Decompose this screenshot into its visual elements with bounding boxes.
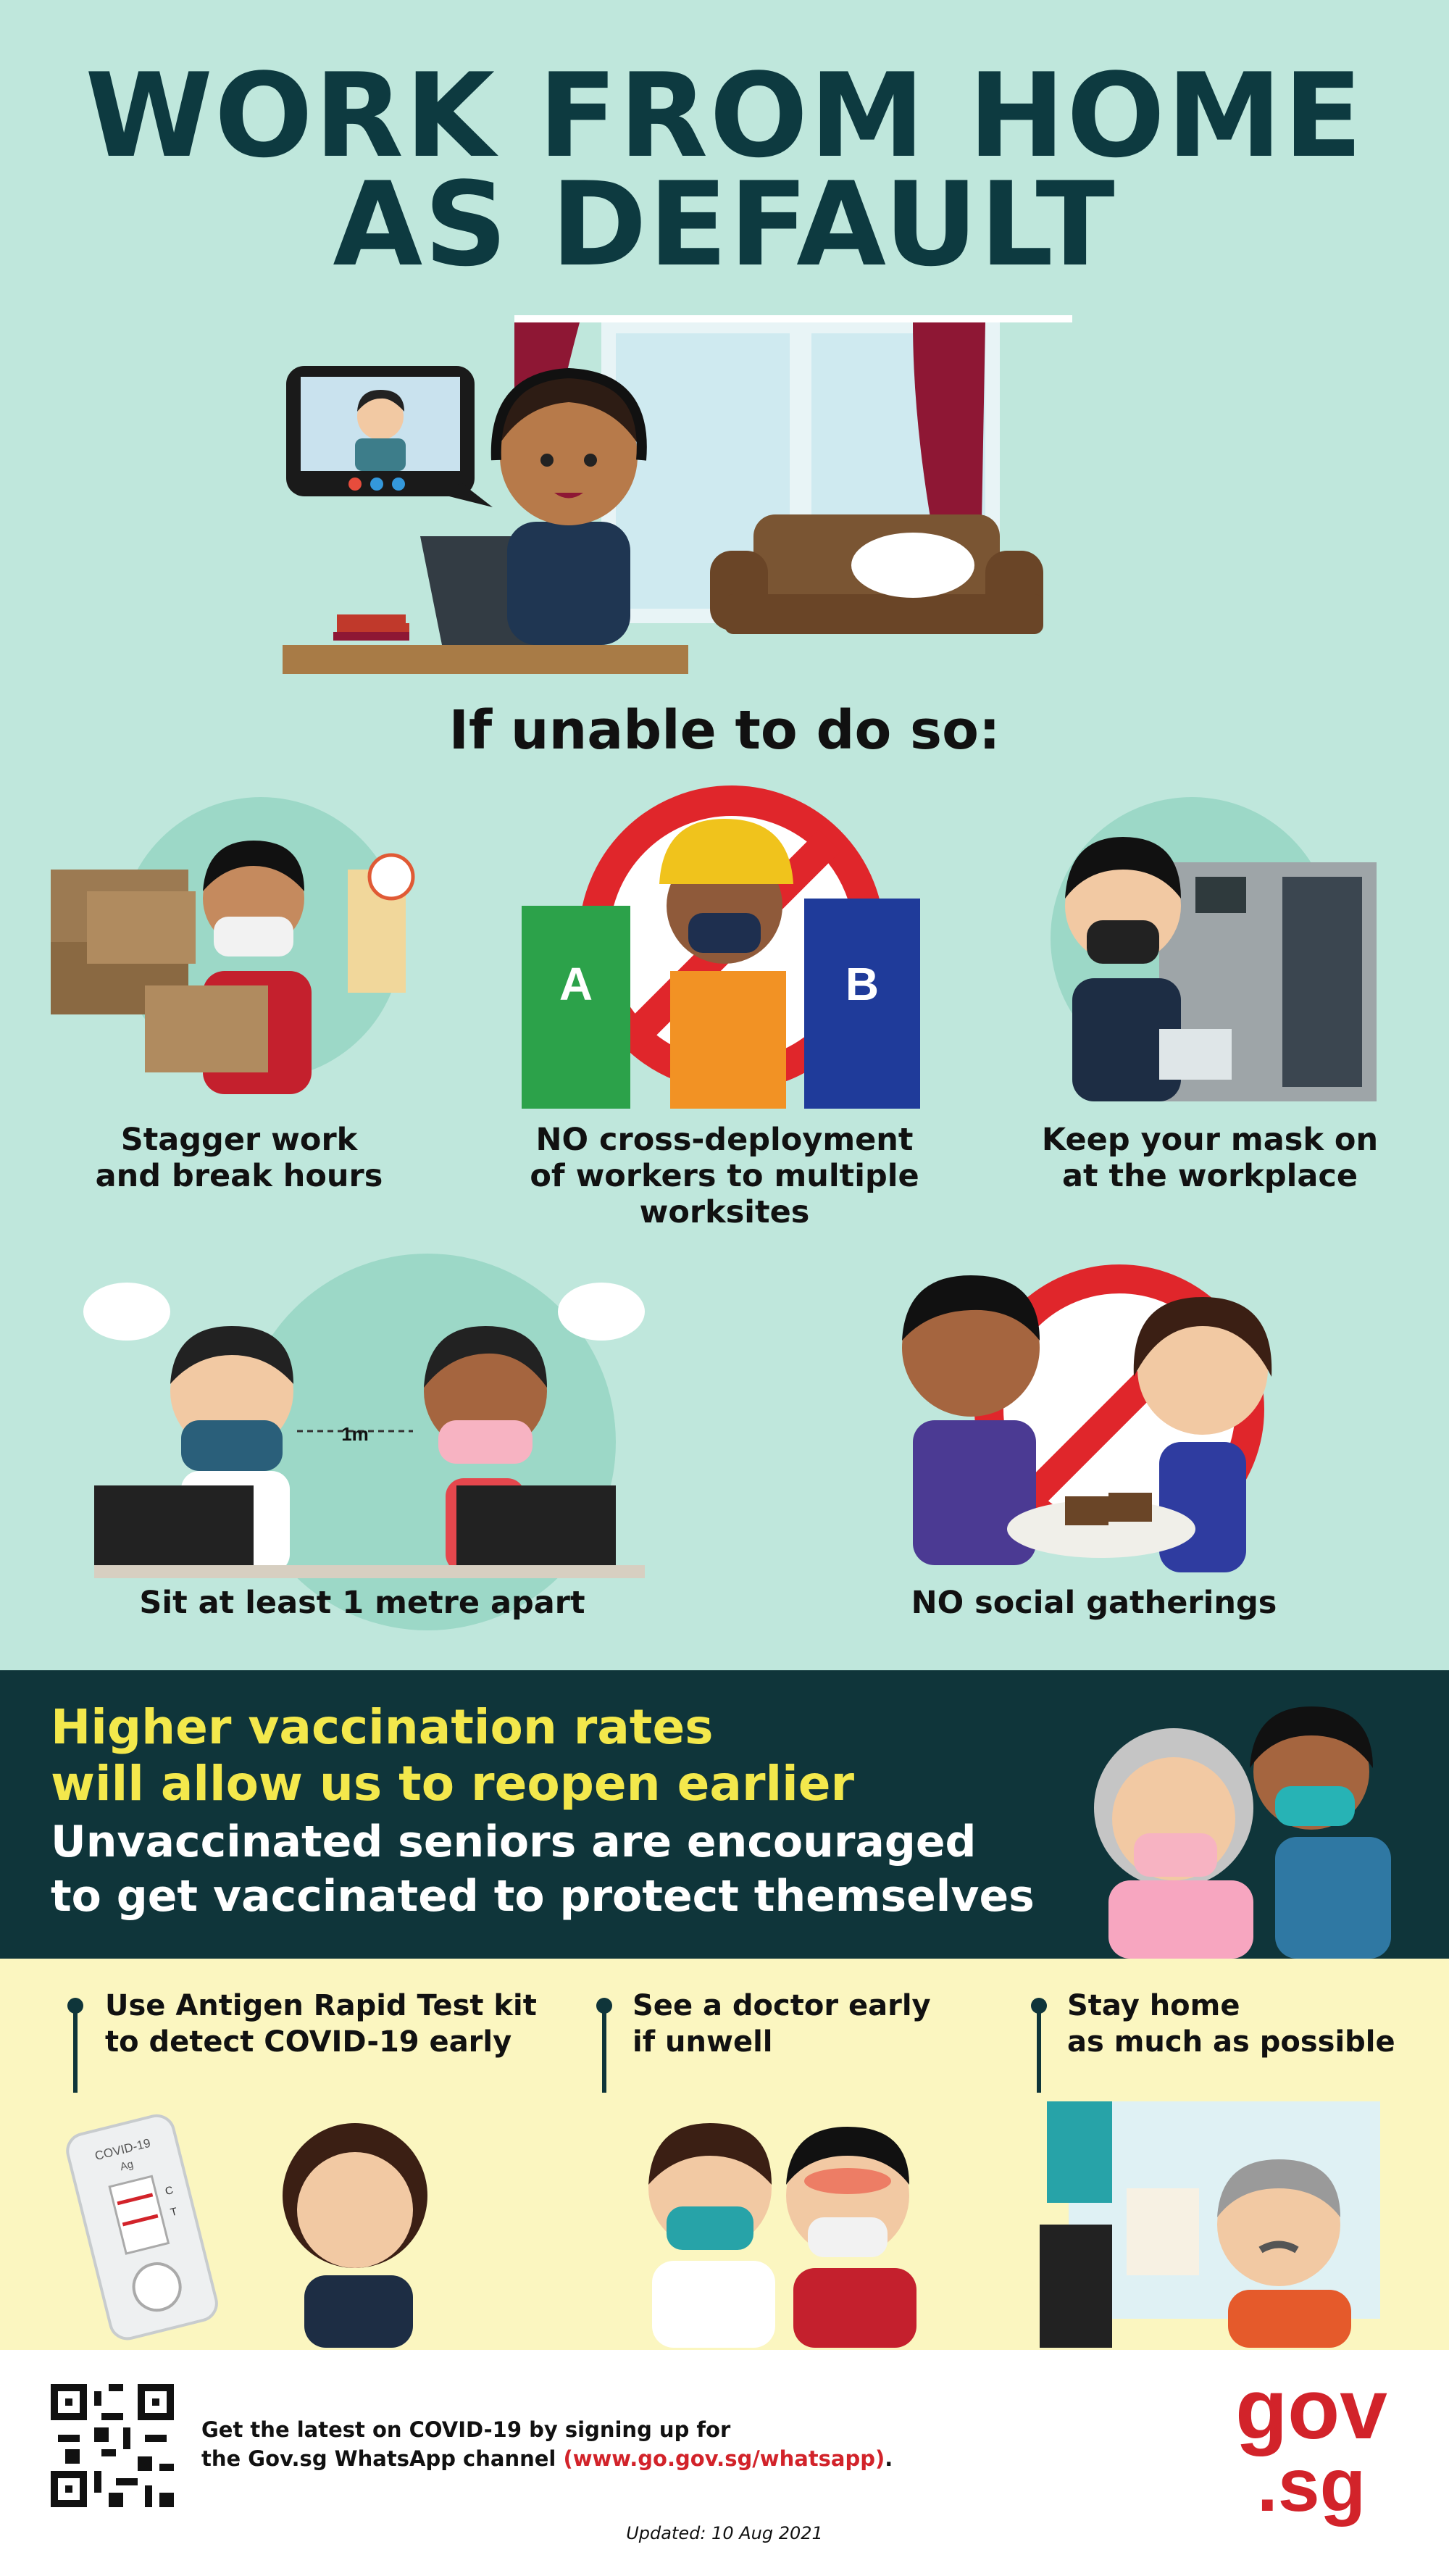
measure-caption: Keep your mask on at the workplace	[1007, 1122, 1413, 1194]
keep-mask-illustration	[1065, 837, 1377, 1101]
see-doctor-illustration	[648, 2123, 916, 2348]
whatsapp-link[interactable]: (www.go.gov.sg/whatsapp)	[563, 2446, 885, 2471]
tip-line: Use Antigen Rapid Test kit	[105, 1989, 537, 2022]
caption-line: at the workplace	[1061, 1158, 1358, 1194]
building-a	[522, 906, 630, 1109]
page-title-line1: WORK FROM HOME	[85, 48, 1364, 183]
senior-man	[1217, 2163, 1340, 2286]
caption-line: and break hours	[95, 1158, 383, 1194]
laptop-icon	[456, 1485, 616, 1572]
footer-line2-suffix: .	[885, 2446, 893, 2471]
distance-label: 1m	[341, 1423, 369, 1445]
headset-icon	[490, 367, 647, 461]
measure-caption: Stagger work and break hours	[43, 1122, 435, 1194]
tip-line: as much as possible	[1067, 2025, 1395, 2059]
test-kit-icon: COVID-19 Ag C T	[66, 2114, 218, 2341]
measure-caption: NO cross-deployment of workers to multip…	[493, 1122, 956, 1230]
caption-line: Stagger work	[120, 1122, 358, 1158]
tip-line: to detect COVID-19 early	[105, 2025, 512, 2059]
measure-caption: Sit at least 1 metre apart	[139, 1585, 585, 1621]
vaccination-headline-line1: Higher vaccination rates	[51, 1699, 714, 1755]
no-social-gathering-illustration	[902, 1264, 1272, 1572]
page-title-line2: AS DEFAULT	[333, 157, 1116, 292]
qr-code-icon[interactable]	[51, 2384, 174, 2507]
tip-text: See a doctor early if unwell	[632, 1988, 931, 2060]
stay-home-illustration	[1040, 2101, 1380, 2348]
worker-person	[507, 522, 630, 645]
logo-text-line2: .sg	[1256, 2443, 1366, 2527]
vaccination-subtext-line2: to get vaccinated to protect themselves	[51, 1871, 1035, 1922]
video-call-bubble	[286, 366, 493, 507]
caption-line: worksites	[639, 1194, 810, 1230]
footer-panel	[0, 2350, 1449, 2576]
tip-divider	[1037, 2006, 1041, 2093]
curtain-icon	[913, 322, 985, 533]
tip-divider	[602, 2006, 606, 2093]
building-b	[804, 899, 920, 1109]
antigen-test-illustration: COVID-19 Ag C T	[66, 2114, 427, 2348]
gov-sg-logo: gov .sg	[1217, 2362, 1406, 2527]
tip-line: if unwell	[632, 2025, 773, 2059]
updated-date: Updated: 10 Aug 2021	[626, 2523, 823, 2543]
clipboard-icon	[1159, 1029, 1232, 1080]
pillow	[851, 533, 974, 598]
measure-caption: NO social gatherings	[911, 1585, 1277, 1621]
senior-vaccination-illustration	[1094, 1706, 1391, 1959]
kit-c-label: C	[164, 2184, 175, 2198]
speech-bubble-icon	[558, 1283, 645, 1341]
building-label-a: A	[559, 958, 593, 1010]
footer-line2: the Gov.sg WhatsApp channel (www.go.gov.…	[201, 2444, 893, 2473]
tip-text: Use Antigen Rapid Test kit to detect COV…	[105, 1988, 537, 2060]
footer-line1: Get the latest on COVID-19 by signing up…	[201, 2417, 731, 2442]
tip-text: Stay home as much as possible	[1067, 1988, 1395, 2060]
stagger-work-illustration	[51, 841, 415, 1094]
no-cross-deployment-illustration: A B	[522, 785, 920, 1109]
logo-text-line1: gov	[1235, 2362, 1387, 2457]
vaccination-subtext-line1: Unvaccinated seniors are encouraged	[51, 1817, 977, 1867]
caption-line: Keep your mask on	[1041, 1122, 1379, 1158]
tip-divider	[73, 2006, 78, 2093]
laptop-icon	[94, 1485, 254, 1572]
tv-icon	[1040, 2225, 1112, 2348]
hard-hat-icon	[659, 819, 793, 884]
kit-t-label: T	[169, 2206, 178, 2219]
kit-label-line2: Ag	[119, 2158, 135, 2173]
vaccination-headline-line2: will allow us to reopen earlier	[51, 1756, 855, 1812]
footer-message: Get the latest on COVID-19 by signing up…	[201, 2415, 893, 2473]
caption-line: of workers to multiple	[530, 1158, 919, 1194]
speech-bubble-icon	[83, 1283, 170, 1341]
tip-line: See a doctor early	[632, 1989, 931, 2022]
caption-line: NO cross-deployment	[535, 1122, 914, 1158]
tip-line: Stay home	[1067, 1989, 1240, 2022]
woman-person	[1137, 1304, 1268, 1435]
desk	[283, 645, 688, 674]
sit-apart-illustration: 1m	[83, 1283, 645, 1578]
footer-line2-text: the Gov.sg WhatsApp channel	[201, 2446, 564, 2471]
section-subheading: If unable to do so:	[448, 699, 1001, 762]
clock-meal-icon	[367, 853, 415, 901]
work-from-home-illustration	[283, 315, 1072, 674]
building-label-b: B	[845, 958, 879, 1010]
